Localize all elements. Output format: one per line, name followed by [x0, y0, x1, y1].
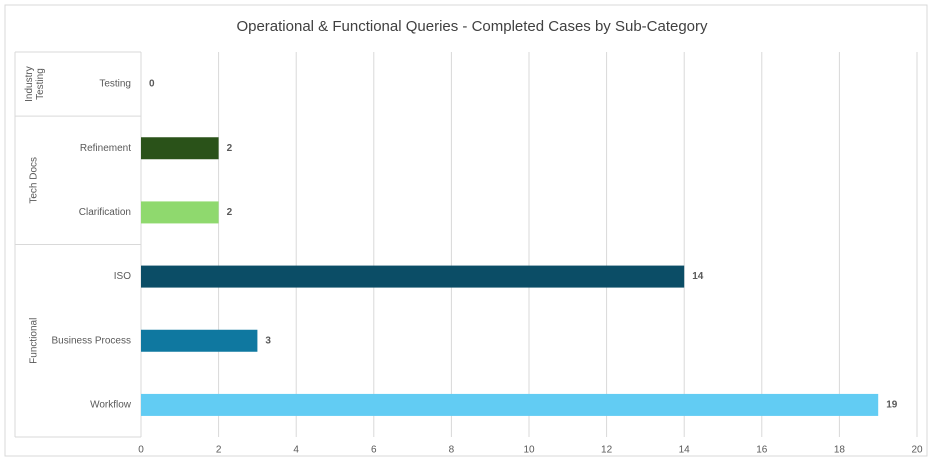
chart-frame — [4, 4, 928, 457]
data-label: 19 — [886, 400, 898, 411]
bar — [141, 137, 219, 160]
data-label: 14 — [692, 271, 704, 282]
x-tick-label: 20 — [911, 445, 923, 456]
x-tick-label: 4 — [293, 445, 299, 456]
x-tick-label: 14 — [679, 445, 691, 456]
bar — [141, 265, 685, 288]
bar — [141, 393, 879, 416]
x-tick-label: 10 — [523, 445, 535, 456]
x-tick-label: 8 — [449, 445, 455, 456]
bar — [141, 201, 219, 224]
y-tick-label: Workflow — [90, 400, 132, 411]
x-tick-label: 12 — [601, 445, 613, 456]
y-tick-label: Clarification — [79, 207, 131, 218]
x-tick-label: 2 — [216, 445, 222, 456]
data-label: 2 — [227, 143, 233, 154]
y-tick-label: ISO — [114, 271, 131, 282]
y-tick-label: Testing — [99, 79, 131, 90]
x-tick-label: 0 — [138, 445, 144, 456]
group-label: Tech Docs — [29, 157, 40, 204]
chart-title: Operational & Functional Queries - Compl… — [236, 18, 708, 35]
y-tick-label: Business Process — [52, 335, 131, 346]
data-label: 0 — [149, 79, 155, 90]
x-tick-label: 16 — [756, 445, 768, 456]
bar — [141, 329, 258, 352]
y-tick-label: Refinement — [80, 143, 131, 154]
group-label: Functional — [29, 318, 40, 364]
x-tick-label: 6 — [371, 445, 377, 456]
group-label: IndustryTesting — [24, 66, 46, 102]
x-tick-label: 18 — [834, 445, 846, 456]
data-label: 3 — [265, 335, 271, 346]
data-label: 2 — [227, 207, 233, 218]
